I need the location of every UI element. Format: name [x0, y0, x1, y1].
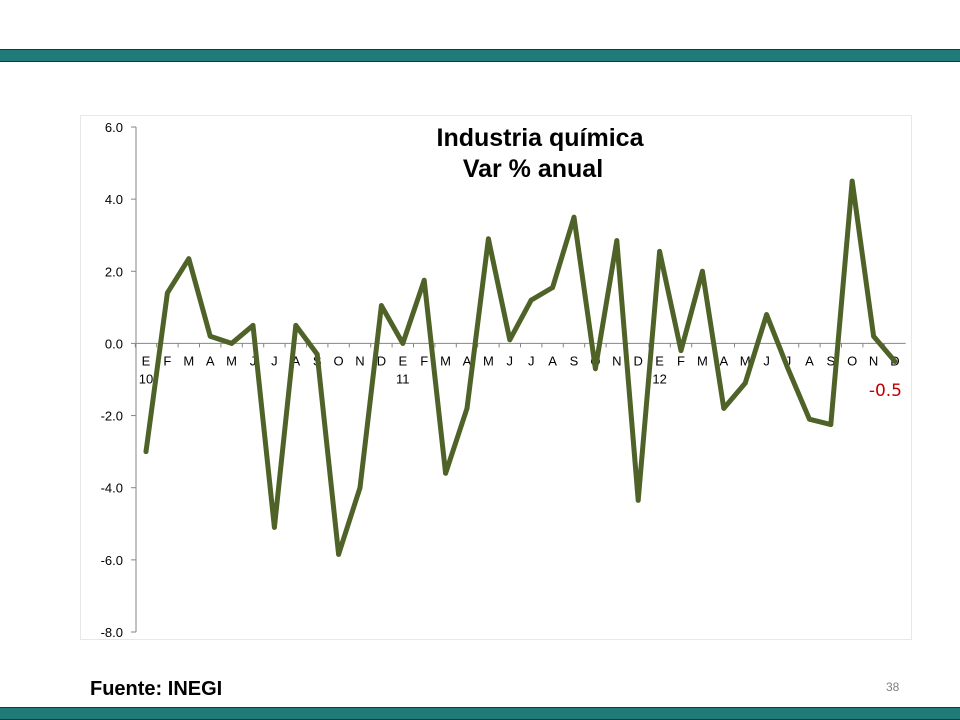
x-tick-label: E — [398, 353, 407, 368]
x-tick-label: A — [719, 353, 728, 368]
x-year-label: 11 — [396, 371, 410, 386]
x-tick-label: D — [377, 353, 386, 368]
chart-subtitle: Var % anual — [463, 155, 603, 183]
data-point — [721, 405, 727, 411]
data-point — [229, 341, 235, 346]
data-point — [892, 359, 898, 364]
x-tick-label: O — [847, 353, 857, 368]
x-tick-label: M — [740, 353, 751, 368]
x-tick-label: J — [271, 353, 278, 368]
data-point — [571, 214, 577, 220]
chart-frame — [80, 115, 912, 640]
data-point — [443, 470, 448, 476]
data-point — [507, 337, 513, 343]
data-point — [293, 322, 299, 328]
data-point — [785, 366, 791, 372]
data-point — [593, 366, 598, 372]
data-point — [849, 178, 855, 184]
x-tick-label: N — [869, 353, 878, 368]
data-point — [143, 449, 149, 455]
data-point — [635, 497, 641, 503]
y-tick-label: -2.0 — [101, 409, 123, 424]
y-tick-label: -8.0 — [101, 625, 123, 640]
chart-title: Industria química — [437, 124, 645, 152]
y-tick-label: 4.0 — [105, 192, 123, 207]
data-point — [379, 303, 384, 308]
x-tick-label: J — [250, 353, 257, 368]
last-value-label: -0.5 — [869, 381, 902, 401]
x-tick-label: A — [463, 353, 472, 368]
y-tick-label: -6.0 — [101, 553, 123, 568]
y-tick-label: 0.0 — [105, 336, 123, 351]
data-point — [272, 524, 277, 530]
data-point — [250, 322, 256, 328]
data-point — [486, 236, 491, 242]
x-tick-label: O — [334, 353, 344, 368]
x-tick-label: A — [291, 353, 300, 368]
data-point — [336, 552, 341, 557]
data-point — [550, 285, 555, 290]
y-tick-label: -4.0 — [101, 481, 123, 496]
data-point — [528, 297, 534, 303]
x-year-label: 12 — [652, 371, 666, 386]
bottom-band — [0, 707, 960, 720]
x-year-label: 10 — [139, 371, 153, 386]
data-point — [207, 333, 213, 339]
x-tick-label: F — [677, 353, 685, 368]
x-tick-label: J — [507, 353, 514, 368]
data-point — [614, 238, 620, 244]
x-tick-label: D — [634, 353, 643, 368]
data-point — [421, 277, 427, 283]
y-axis: 6.0 4.0 2.0 0.0 -2.0 -4.0 -6.0 -8.0 — [101, 120, 137, 640]
series-group — [143, 178, 898, 557]
x-tick-label: E — [142, 353, 151, 368]
data-point — [400, 341, 406, 346]
data-point — [464, 405, 470, 411]
data-point — [186, 256, 192, 262]
x-tick-label: M — [226, 353, 237, 368]
source-note: Fuente: INEGI — [90, 678, 223, 700]
x-tick-label: A — [206, 353, 215, 368]
y-tick-label: 6.0 — [105, 120, 123, 135]
data-point — [700, 268, 705, 274]
x-tick-label: A — [548, 353, 557, 368]
page-number: 38 — [886, 680, 900, 694]
data-point — [657, 249, 662, 254]
x-tick-label: J — [785, 353, 792, 368]
data-point — [314, 351, 320, 357]
data-point — [807, 416, 812, 422]
x-tick-label: F — [420, 353, 428, 368]
x-tick-label: M — [183, 353, 194, 368]
top-band — [0, 49, 960, 62]
data-point — [764, 312, 769, 317]
x-tick-label: M — [697, 353, 708, 368]
data-point — [871, 333, 876, 339]
x-tick-label: N — [612, 353, 621, 368]
x-tick-label: J — [528, 353, 535, 368]
x-tick-label: F — [163, 353, 171, 368]
y-tick-label: 2.0 — [105, 264, 123, 279]
x-tick-label: N — [355, 353, 364, 368]
data-point — [742, 380, 748, 386]
x-tick-label: J — [763, 353, 770, 368]
x-tick-label: M — [483, 353, 494, 368]
data-point — [165, 290, 170, 296]
x-tick-label: A — [805, 353, 814, 368]
data-point — [678, 348, 684, 354]
data-point — [828, 422, 834, 427]
x-tick-label: S — [826, 353, 835, 368]
x-tick-label: M — [440, 353, 451, 368]
x-tick-label: E — [655, 353, 664, 368]
x-tick-label: S — [570, 353, 579, 368]
series-line — [143, 178, 898, 557]
data-point — [357, 485, 363, 491]
